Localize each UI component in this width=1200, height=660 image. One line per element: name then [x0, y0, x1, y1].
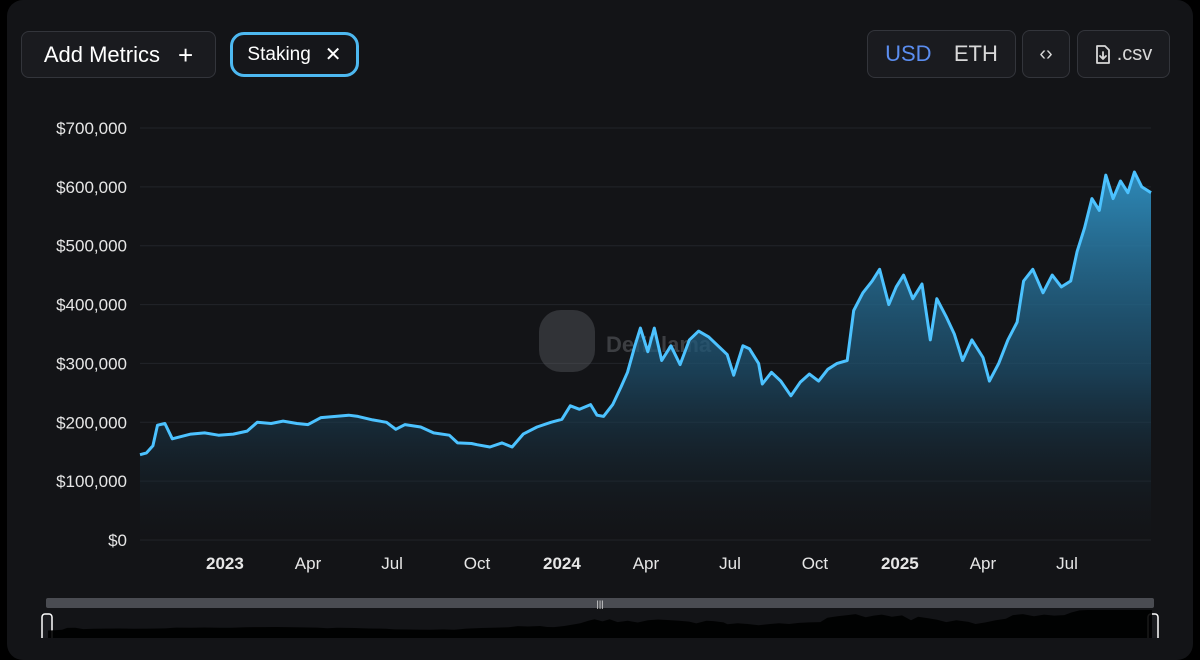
download-file-icon	[1095, 44, 1110, 64]
chart-panel	[7, 0, 1193, 660]
y-tick-label: $500,000	[56, 237, 127, 256]
y-tick-label: $400,000	[56, 296, 127, 315]
download-csv-button[interactable]: .csv	[1077, 30, 1170, 78]
code-brackets-icon: ‹›	[1039, 42, 1053, 65]
llama-logo-icon	[539, 310, 595, 372]
x-tick-label: Oct	[802, 554, 829, 573]
currency-toggle: USD ETH	[867, 30, 1016, 78]
range-slider-track[interactable]	[46, 598, 1154, 608]
series-line-staking	[139, 170, 1152, 457]
x-tick-label: Apr	[633, 554, 660, 573]
y-axis: $0 $100,000 $200,000 $300,000 $400,000 $500,0…	[56, 119, 127, 550]
y-tick-label: $200,000	[56, 413, 127, 432]
x-tick-label: Jul	[719, 554, 741, 573]
range-slider-grip-icon[interactable]: |||	[596, 599, 603, 609]
y-tick-label: $100,000	[56, 472, 127, 491]
plus-icon: +	[177, 39, 194, 70]
y-tick-label: $700,000	[56, 119, 127, 138]
series-area	[140, 172, 1151, 540]
x-tick-label: Apr	[970, 554, 997, 573]
currency-eth-option[interactable]: ETH	[953, 41, 998, 66]
y-tick-label: $0	[108, 531, 127, 550]
add-metrics-button[interactable]: Add Metrics +	[21, 31, 216, 78]
currency-usd-option[interactable]: USD	[885, 41, 932, 66]
x-tick-label: 2024	[543, 554, 581, 573]
add-metrics-label: Add Metrics	[43, 41, 160, 67]
staking-chip-label: Staking	[247, 43, 311, 65]
x-tick-label: Jul	[381, 554, 403, 573]
x-tick-label: Oct	[464, 554, 491, 573]
staking-area-chart[interactable]: $0 $100,000 $200,000 $300,000 $400,000 $500,0…	[0, 0, 1200, 638]
y-tick-label: $600,000	[56, 178, 127, 197]
staking-chip[interactable]: Staking ✕	[230, 32, 359, 77]
x-tick-label: 2025	[881, 554, 919, 573]
embed-button[interactable]: ‹›	[1022, 30, 1070, 78]
x-tick-label: 2023	[206, 554, 244, 573]
x-tick-label: Jul	[1056, 554, 1078, 573]
x-axis: 2023 Apr Jul Oct 2024 Apr Jul Oct 2025 Apr Jul	[206, 554, 1078, 573]
csv-label: .csv	[1116, 42, 1153, 65]
range-slider-preview	[48, 610, 1152, 638]
x-tick-label: Apr	[295, 554, 322, 573]
y-tick-label: $300,000	[56, 354, 127, 373]
close-icon[interactable]: ✕	[324, 43, 342, 66]
